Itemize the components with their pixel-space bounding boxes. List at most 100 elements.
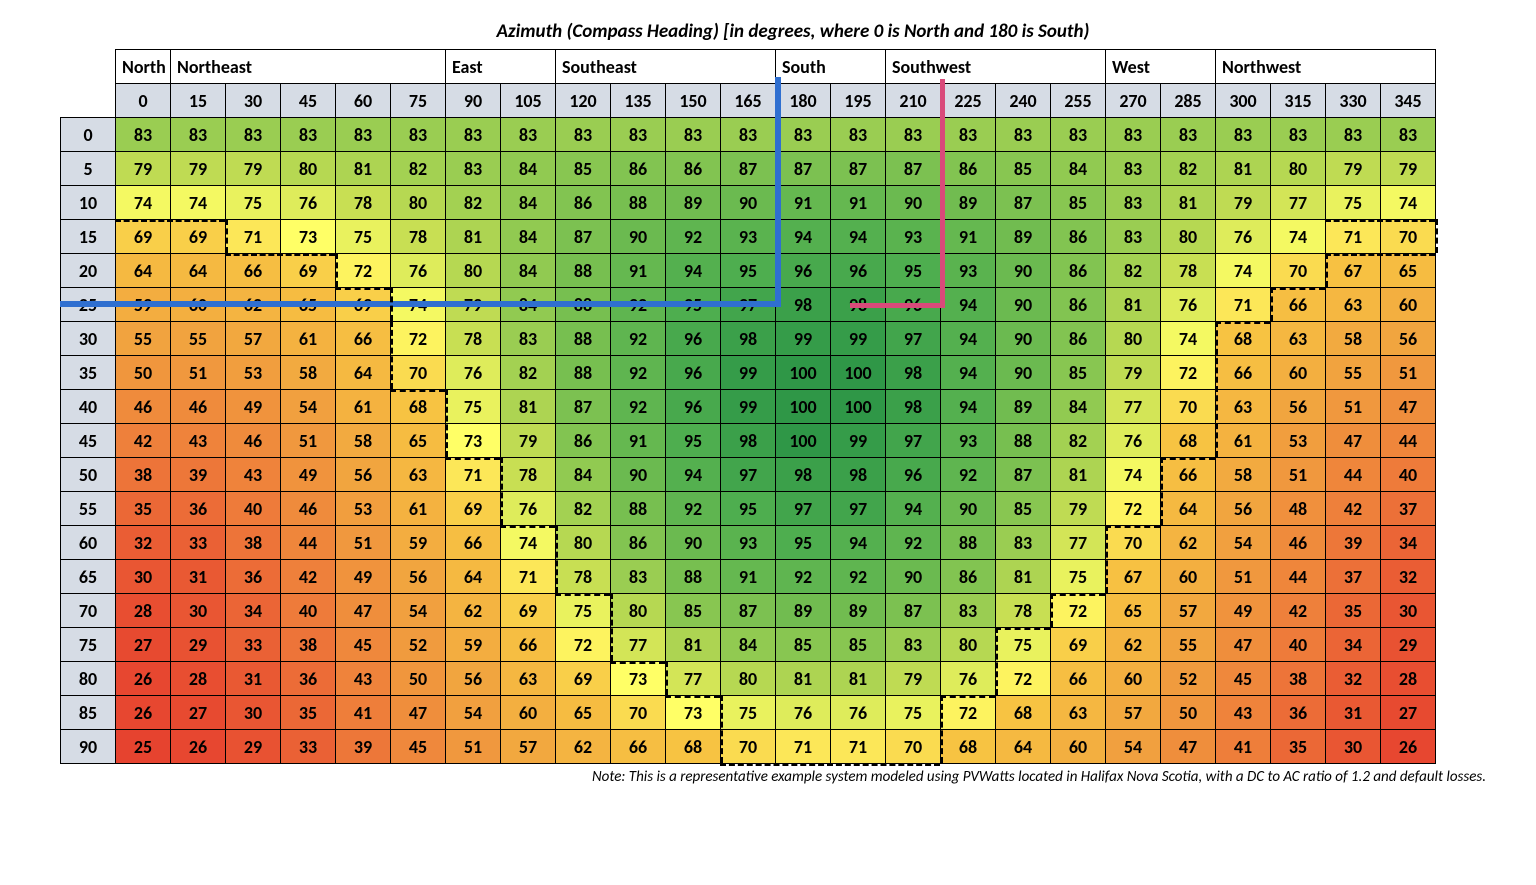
heatmap-cell: 99 [776, 322, 831, 356]
heatmap-cell: 82 [1051, 424, 1106, 458]
heatmap-cell: 45 [1216, 662, 1271, 696]
heatmap-cell: 94 [776, 220, 831, 254]
heatmap-cell: 74 [116, 186, 171, 220]
pitch-header: 75 [61, 628, 116, 662]
heatmap-cell: 98 [886, 390, 941, 424]
heatmap-cell: 69 [336, 288, 391, 322]
heatmap-cell: 75 [1326, 186, 1381, 220]
heatmap-cell: 38 [116, 458, 171, 492]
heatmap-cell: 56 [1271, 390, 1326, 424]
heatmap-cell: 80 [1106, 322, 1161, 356]
direction-header: Northwest [1216, 50, 1436, 84]
heatmap-cell: 91 [941, 220, 996, 254]
heatmap-cell: 91 [721, 560, 776, 594]
heatmap-cell: 77 [1051, 526, 1106, 560]
heatmap-cell: 69 [281, 254, 336, 288]
heatmap-cell: 88 [556, 288, 611, 322]
heatmap-cell: 85 [1051, 186, 1106, 220]
azimuth-header: 105 [501, 84, 556, 118]
pitch-header: 5 [61, 152, 116, 186]
heatmap-cell: 68 [996, 696, 1051, 730]
heatmap-cell: 83 [1381, 118, 1436, 152]
heatmap-cell: 80 [721, 662, 776, 696]
heatmap-cell: 83 [886, 118, 941, 152]
heatmap-cell: 79 [226, 152, 281, 186]
heatmap-cell: 44 [281, 526, 336, 560]
heatmap-cell: 98 [721, 322, 776, 356]
heatmap-cell: 90 [941, 492, 996, 526]
heatmap-cell: 49 [1216, 594, 1271, 628]
heatmap-cell: 75 [996, 628, 1051, 662]
heatmap-cell: 47 [1381, 390, 1436, 424]
heatmap-cell: 92 [611, 356, 666, 390]
heatmap-cell: 54 [1216, 526, 1271, 560]
heatmap-cell: 57 [1161, 594, 1216, 628]
pitch-header: 15 [61, 220, 116, 254]
heatmap-cell: 69 [116, 220, 171, 254]
heatmap-cell: 84 [721, 628, 776, 662]
heatmap-cell: 61 [391, 492, 446, 526]
heatmap-cell: 43 [1216, 696, 1271, 730]
heatmap-cell: 51 [1326, 390, 1381, 424]
heatmap-cell: 83 [1106, 118, 1161, 152]
heatmap-cell: 83 [1106, 152, 1161, 186]
heatmap-cell: 42 [1326, 492, 1381, 526]
heatmap-cell: 83 [501, 322, 556, 356]
heatmap-cell: 81 [1161, 186, 1216, 220]
heatmap-cell: 76 [391, 254, 446, 288]
heatmap-cell: 82 [556, 492, 611, 526]
heatmap-cell: 27 [116, 628, 171, 662]
heatmap-cell: 79 [1106, 356, 1161, 390]
heatmap-cell: 83 [831, 118, 886, 152]
heatmap-cell: 49 [281, 458, 336, 492]
heatmap-cell: 88 [611, 186, 666, 220]
heatmap-cell: 56 [391, 560, 446, 594]
heatmap-cell: 82 [391, 152, 446, 186]
azimuth-header: 330 [1326, 84, 1381, 118]
heatmap-cell: 74 [171, 186, 226, 220]
heatmap-cell: 57 [226, 322, 281, 356]
heatmap-cell: 66 [1216, 356, 1271, 390]
heatmap-cell: 88 [941, 526, 996, 560]
heatmap-cell: 63 [501, 662, 556, 696]
heatmap-cell: 100 [776, 356, 831, 390]
heatmap-cell: 37 [1326, 560, 1381, 594]
heatmap-cell: 79 [446, 288, 501, 322]
heatmap-cell: 87 [776, 152, 831, 186]
heatmap-cell: 87 [886, 594, 941, 628]
heatmap-cell: 50 [391, 662, 446, 696]
heatmap-cell: 85 [996, 152, 1051, 186]
heatmap-cell: 36 [281, 662, 336, 696]
heatmap-cell: 78 [556, 560, 611, 594]
pitch-header: 50 [61, 458, 116, 492]
heatmap-cell: 82 [1106, 254, 1161, 288]
heatmap-cell: 60 [1106, 662, 1161, 696]
heatmap-cell: 88 [996, 424, 1051, 458]
heatmap-cell: 76 [1106, 424, 1161, 458]
heatmap-cell: 62 [1161, 526, 1216, 560]
heatmap-cell: 47 [1216, 628, 1271, 662]
heatmap-cell: 63 [1051, 696, 1106, 730]
heatmap-cell: 91 [831, 186, 886, 220]
heatmap-cell: 87 [721, 152, 776, 186]
azimuth-header: 120 [556, 84, 611, 118]
heatmap-cell: 74 [1271, 220, 1326, 254]
heatmap-cell: 70 [1381, 220, 1436, 254]
heatmap-cell: 59 [446, 628, 501, 662]
heatmap-cell: 73 [281, 220, 336, 254]
azimuth-header: 285 [1161, 84, 1216, 118]
heatmap-cell: 99 [721, 356, 776, 390]
heatmap-cell: 81 [1051, 458, 1106, 492]
heatmap-cell: 77 [611, 628, 666, 662]
heatmap-cell: 53 [336, 492, 391, 526]
heatmap-cell: 83 [1106, 220, 1161, 254]
azimuth-header: 345 [1381, 84, 1436, 118]
heatmap-cell: 92 [886, 526, 941, 560]
heatmap-cell: 92 [666, 220, 721, 254]
heatmap-cell: 71 [1216, 288, 1271, 322]
heatmap-cell: 46 [281, 492, 336, 526]
heatmap-cell: 73 [446, 424, 501, 458]
heatmap-cell: 83 [171, 118, 226, 152]
heatmap-cell: 58 [1216, 458, 1271, 492]
heatmap-cell: 66 [336, 322, 391, 356]
